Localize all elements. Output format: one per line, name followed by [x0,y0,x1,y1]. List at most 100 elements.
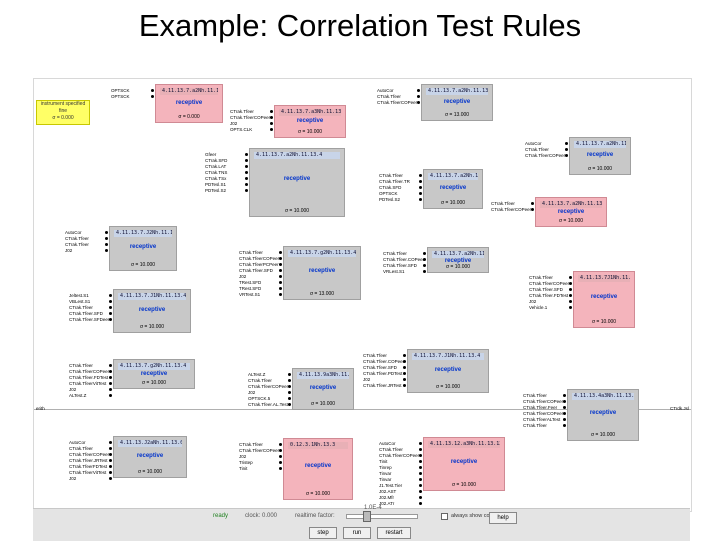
port-dot[interactable] [109,441,112,444]
port-dot[interactable] [279,281,282,284]
model-block[interactable]: 0.12.3.1Nh.13.3 receptive σ = 10.000 [283,438,353,500]
port-dot[interactable] [419,466,422,469]
port-dot[interactable] [531,208,534,211]
port-dot[interactable] [419,174,422,177]
model-block[interactable]: 4.11.13.12.a3Nh.11.13.12 receptive σ = 10.… [423,437,505,491]
port-dot[interactable] [419,198,422,201]
port-dot[interactable] [105,243,108,246]
port-dot[interactable] [279,269,282,272]
port-dot[interactable] [563,400,566,403]
port-dot[interactable] [279,443,282,446]
port-dot[interactable] [563,412,566,415]
port-dot[interactable] [109,471,112,474]
model-block[interactable]: 4.11.13.7.a2Nh.11.13.4 receptive σ = 13.00… [421,84,493,121]
port-dot[interactable] [279,263,282,266]
port-dot[interactable] [569,306,572,309]
port-dot[interactable] [565,148,568,151]
model-block[interactable]: 4.11.13.9a3Nh.11.13.4 receptive σ = 10.000 [292,368,354,410]
step-button[interactable]: step [309,527,337,539]
port-dot[interactable] [288,397,291,400]
port-dot[interactable] [423,270,426,273]
port-dot[interactable] [288,379,291,382]
port-dot[interactable] [417,95,420,98]
port-dot[interactable] [109,370,112,373]
port-dot[interactable] [419,490,422,493]
model-block[interactable]: 4.11.13.4a3Nh.11.13.4 receptive σ = 10.000 [567,389,639,441]
port-dot[interactable] [419,442,422,445]
port-dot[interactable] [419,454,422,457]
port-dot[interactable] [419,180,422,183]
port-dot[interactable] [109,312,112,315]
port-dot[interactable] [569,300,572,303]
port-dot[interactable] [109,306,112,309]
realtime-slider[interactable] [346,514,418,519]
restart-button[interactable]: restart [377,527,411,539]
port-dot[interactable] [245,165,248,168]
port-dot[interactable] [423,258,426,261]
port-dot[interactable] [419,472,422,475]
port-dot[interactable] [288,391,291,394]
simulation-canvas[interactable]: erith CTrdk.Jsl instrument specified fin… [33,78,692,512]
port-dot[interactable] [403,360,406,363]
port-dot[interactable] [270,110,273,113]
port-dot[interactable] [419,484,422,487]
port-dot[interactable] [569,276,572,279]
run-button[interactable]: run [343,527,371,539]
port-dot[interactable] [279,449,282,452]
model-block[interactable]: 4.11.13.7.g2Nh.11.13.4 receptive σ = 10.00… [113,359,195,389]
port-dot[interactable] [245,171,248,174]
port-dot[interactable] [288,373,291,376]
model-block[interactable]: 4.11.13.7.a2Nh.11.13.4 receptive σ = 0.000 [155,84,223,123]
port-dot[interactable] [109,300,112,303]
port-dot[interactable] [109,453,112,456]
port-dot[interactable] [109,465,112,468]
port-dot[interactable] [403,366,406,369]
port-dot[interactable] [105,249,108,252]
port-dot[interactable] [245,177,248,180]
port-dot[interactable] [109,459,112,462]
port-dot[interactable] [403,354,406,357]
port-dot[interactable] [151,89,154,92]
port-dot[interactable] [270,128,273,131]
port-dot[interactable] [109,477,112,480]
port-dot[interactable] [109,294,112,297]
port-dot[interactable] [279,467,282,470]
port-dot[interactable] [288,385,291,388]
port-dot[interactable] [419,496,422,499]
port-dot[interactable] [419,186,422,189]
port-dot[interactable] [245,153,248,156]
port-dot[interactable] [419,502,422,505]
model-block[interactable]: 4.11.13.7J1Nh.11.13.4 receptive σ = 10.000 [573,271,635,328]
port-dot[interactable] [245,183,248,186]
model-block[interactable]: 4.11.13.7.J1Nh.11.13.4 receptive σ = 10.00… [113,289,191,333]
port-dot[interactable] [563,418,566,421]
model-block[interactable]: 4.11.13.7.J1Nh.11.13.4 receptive σ = 10.00… [407,349,489,393]
port-dot[interactable] [279,275,282,278]
port-dot[interactable] [279,251,282,254]
port-dot[interactable] [109,447,112,450]
slider-handle[interactable] [363,511,371,522]
port-dot[interactable] [109,388,112,391]
port-dot[interactable] [279,461,282,464]
port-dot[interactable] [423,252,426,255]
port-dot[interactable] [279,287,282,290]
port-dot[interactable] [403,372,406,375]
port-dot[interactable] [565,142,568,145]
port-dot[interactable] [279,257,282,260]
port-dot[interactable] [419,478,422,481]
port-dot[interactable] [270,116,273,119]
port-dot[interactable] [419,460,422,463]
port-dot[interactable] [565,154,568,157]
port-dot[interactable] [417,89,420,92]
port-dot[interactable] [563,424,566,427]
model-block[interactable]: 4.11.13.J2aNh.11.13.0 receptive σ = 10.000 [113,436,187,478]
port-dot[interactable] [288,403,291,406]
port-dot[interactable] [245,159,248,162]
port-dot[interactable] [417,101,420,104]
port-dot[interactable] [109,394,112,397]
always-show-checkbox[interactable] [441,513,448,520]
model-block[interactable]: 4.11.13.7.a3Nh.11.13.4 receptive σ = 10.00… [274,105,346,138]
